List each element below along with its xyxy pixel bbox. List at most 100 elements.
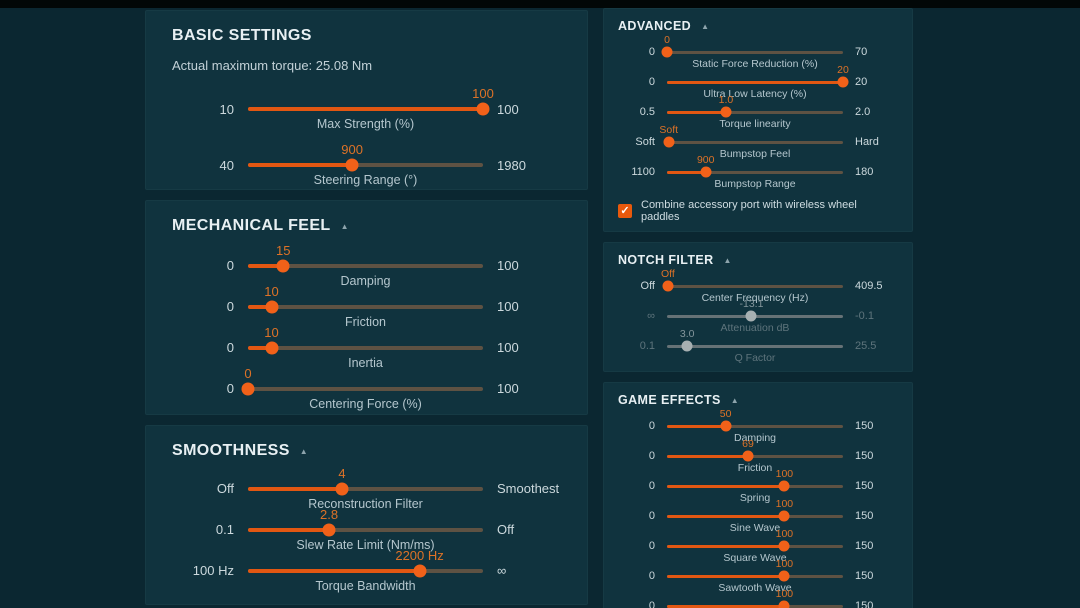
slider-track[interactable] [248, 158, 483, 172]
friction-slider[interactable]: 10 Friction [248, 284, 483, 329]
static-force-reduction-slider[interactable]: 0 Static Force Reduction (%) [661, 34, 843, 70]
slider-min-label: 0 [648, 510, 655, 522]
slider-min-label: 10 [219, 101, 234, 117]
slider-row-sine-wave: 0 100 Sine Wave 150 [617, 498, 899, 534]
collapse-arrow-icon[interactable]: ▲ [723, 255, 732, 265]
slider-track[interactable] [667, 76, 849, 88]
slider-track[interactable] [667, 106, 843, 118]
slew-rate-limit-slider[interactable]: 2.8 Slew Rate Limit (Nm/ms) [248, 507, 483, 552]
slider-track[interactable] [241, 382, 483, 395]
slider-track[interactable] [248, 564, 483, 577]
slider-track[interactable] [667, 510, 843, 522]
slider-track[interactable] [248, 259, 483, 272]
slider-track[interactable] [248, 523, 483, 536]
slider-fill [667, 574, 785, 578]
slider-handle[interactable] [276, 259, 290, 272]
collapse-arrow-icon[interactable]: ▲ [701, 21, 710, 31]
slider-fill [248, 107, 483, 111]
slider-handle[interactable] [241, 382, 255, 395]
slider-name-label: Friction [345, 314, 386, 329]
slider-track[interactable] [248, 300, 483, 313]
slider-track[interactable] [667, 480, 843, 492]
slider-name-label: Bumpstop Feel [719, 148, 791, 160]
panel-title-game-effects: GAME EFFECTS ▲ [618, 393, 898, 407]
square-wave-slider[interactable]: 100 Square Wave [667, 528, 843, 564]
collapse-arrow-icon[interactable]: ▲ [340, 221, 349, 231]
slider-value-label: 100 [472, 86, 494, 101]
bumpstop-feel-slider[interactable]: Soft Bumpstop Feel [659, 124, 843, 160]
steering-range-slider[interactable]: 900 Steering Range (°) [248, 137, 483, 193]
slider-handle[interactable] [662, 280, 674, 292]
effects-friction-slider[interactable]: 69 Friction [667, 438, 843, 474]
slider-handle[interactable] [322, 523, 336, 536]
torque-bandwidth-slider[interactable]: 2200 Hz Torque Bandwidth [248, 548, 483, 593]
slider-track[interactable] [663, 136, 843, 148]
bumpstop-range-slider[interactable]: 900 Bumpstop Range [667, 154, 843, 190]
inertia-slider[interactable]: 10 Inertia [248, 324, 483, 370]
sawtooth-wave-slider[interactable]: 100 Sawtooth Wave [667, 558, 843, 594]
damping-slider[interactable]: 15 Damping [248, 243, 483, 288]
slider-value-label: 10 [264, 324, 279, 340]
slider-handle[interactable] [265, 300, 278, 313]
slider-handle[interactable] [413, 564, 427, 577]
slider-handle[interactable] [720, 106, 732, 118]
torque-linearity-slider[interactable]: 1.0 Torque linearity [667, 94, 843, 130]
slider-handle[interactable] [778, 570, 790, 582]
slider-track[interactable] [662, 280, 843, 292]
slider-handle[interactable] [742, 450, 754, 462]
slider-track[interactable] [667, 420, 843, 432]
ultra-low-latency-slider[interactable]: 20 Ultra Low Latency (%) [667, 64, 849, 100]
slider-max-label: 150 [855, 510, 874, 522]
slider-fill [667, 424, 726, 428]
notch-sliders: Off Off Center Frequency (Hz) 409.5 ∞ -1… [617, 268, 899, 364]
slider-value-label: 900 [341, 142, 363, 157]
triangle-wave-slider[interactable]: 100 Triangle Wave [667, 588, 843, 608]
panel-title-mechanical-feel: MECHANICAL FEEL ▲ [172, 217, 561, 235]
effects-damping-slider[interactable]: 50 Damping [667, 408, 843, 444]
combine-accessory-port-checkbox-row[interactable]: ✓ Combine accessory port with wireless w… [618, 199, 898, 223]
slider-handle[interactable] [663, 136, 675, 148]
slider-value-label: 4 [338, 465, 346, 481]
slider-track[interactable] [248, 102, 490, 116]
slider-handle[interactable] [265, 341, 278, 354]
slider-min-label: 100 Hz [192, 563, 234, 578]
max-strength-slider[interactable]: 100 Max Strength (%) [248, 81, 494, 137]
center-frequency-slider[interactable]: Off Center Frequency (Hz) [661, 268, 843, 304]
slider-handle[interactable] [778, 600, 790, 608]
slider-handle[interactable] [778, 540, 790, 552]
slider-handle[interactable] [700, 166, 712, 178]
slider-fill [667, 484, 785, 488]
slider-row-damping: 0 15 Damping 100 [170, 243, 563, 288]
slider-track[interactable] [248, 341, 483, 354]
slider-handle[interactable] [837, 76, 849, 88]
slider-handle[interactable] [720, 420, 732, 432]
slider-track[interactable] [667, 450, 843, 462]
checkbox-label: Combine accessory port with wireless whe… [641, 199, 857, 223]
reconstruction-filter-slider[interactable]: 4 Reconstruction Filter [248, 465, 483, 511]
slider-track[interactable] [661, 46, 843, 58]
centering-force-slider[interactable]: 0 Centering Force (%) [241, 366, 483, 411]
slider-track[interactable] [667, 600, 843, 608]
slider-handle[interactable] [476, 102, 490, 116]
panel-title-text: BASIC SETTINGS [172, 27, 312, 44]
slider-value-label: -13.1 [739, 298, 764, 310]
sine-wave-slider[interactable]: 100 Sine Wave [667, 498, 843, 534]
slider-handle[interactable] [335, 482, 349, 495]
slider-name-label: Ultra Low Latency (%) [703, 88, 807, 100]
slider-track[interactable] [667, 540, 843, 552]
slider-handle[interactable] [345, 158, 359, 172]
slider-handle[interactable] [778, 510, 790, 522]
slider-track[interactable] [667, 570, 843, 582]
slider-min-label: 0 [226, 258, 234, 273]
slider-max-label: 150 [855, 480, 874, 492]
collapse-arrow-icon[interactable]: ▲ [299, 446, 309, 456]
slider-value-label: 0 [664, 34, 670, 46]
checkbox-checked-icon[interactable]: ✓ [618, 204, 632, 218]
advanced-sliders: 0 0 Static Force Reduction (%) 70 0 20 [617, 34, 899, 190]
slider-track[interactable] [667, 166, 843, 178]
spring-slider[interactable]: 100 Spring [667, 468, 843, 504]
slider-handle[interactable] [661, 46, 673, 58]
collapse-arrow-icon[interactable]: ▲ [730, 395, 740, 405]
slider-track[interactable] [248, 482, 483, 495]
slider-handle[interactable] [778, 480, 790, 492]
